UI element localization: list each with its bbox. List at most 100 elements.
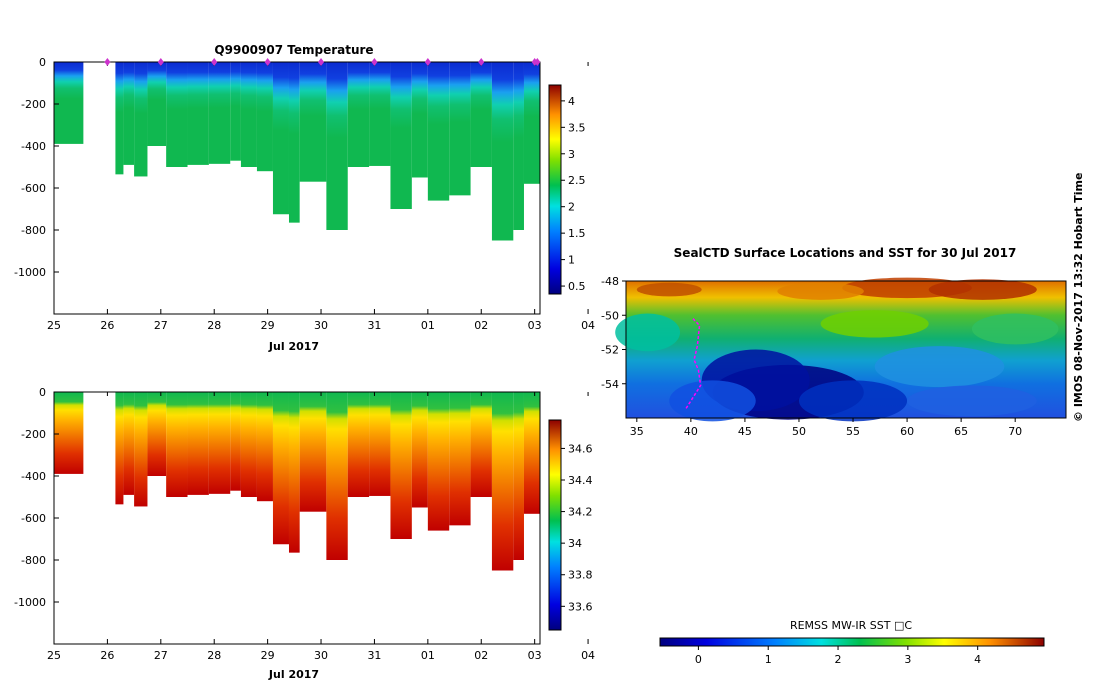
seal-track-line <box>684 318 702 410</box>
profile-column <box>427 62 450 201</box>
colorbar-tick-label: 0 <box>695 653 702 666</box>
profile-column <box>123 62 135 165</box>
x-tick-label: 45 <box>738 425 752 438</box>
temperature-colorbar-ticks: 0.5 1 1.5 2 2.5 3 3.5 4 <box>561 95 586 293</box>
profile-column <box>134 392 148 507</box>
x-tick-label: 04 <box>581 649 595 662</box>
y-tick-label: -800 <box>21 554 46 567</box>
y-tick-label: -600 <box>21 512 46 525</box>
profile-column <box>134 62 148 177</box>
y-tick-label: -52 <box>601 344 619 357</box>
x-tick-label: 01 <box>421 319 435 332</box>
sst-patch <box>636 282 702 297</box>
profile-column <box>369 62 391 166</box>
profile-column <box>326 392 348 560</box>
temperature-plot-area <box>54 62 540 241</box>
colorbar-tick-label: 34.4 <box>568 474 593 487</box>
profile-column <box>187 62 209 165</box>
profile-column <box>54 392 84 474</box>
profile-column <box>390 62 412 209</box>
profile-column <box>240 392 257 497</box>
profile-column <box>208 62 231 164</box>
colorbar-tick-label: 1 <box>765 653 772 666</box>
y-tick-label: -1000 <box>14 266 46 279</box>
colorbar-tick-label: 33.6 <box>568 600 593 613</box>
profile-column <box>166 62 188 167</box>
profile-marker <box>104 58 111 66</box>
temperature-panel: Q9900907 Temperature 25 26 27 28 29 30 31 01 02 0… <box>14 43 595 353</box>
colorbar-tick-label: 3 <box>568 148 575 161</box>
profile-column <box>411 62 428 178</box>
sst-colorbar <box>659 637 1045 647</box>
sst-patch <box>874 346 1005 388</box>
sst-patch <box>669 380 756 422</box>
y-tick-label: -200 <box>21 98 46 111</box>
x-tick-label: 30 <box>314 649 328 662</box>
y-tick-label: 0 <box>39 386 46 399</box>
colorbar-tick-label: 1.5 <box>568 227 586 240</box>
temperature-profile-markers <box>104 58 541 66</box>
colorbar-tick-label: 34.6 <box>568 442 593 455</box>
profile-column <box>513 392 524 560</box>
colorbar-tick-label: 34 <box>568 537 582 550</box>
profile-marker <box>211 58 218 66</box>
salinity-panel: 25 26 27 28 29 30 31 01 02 03 04 0 -200 -400 -600 -800… <box>14 386 595 681</box>
x-tick-label: 50 <box>792 425 806 438</box>
x-tick-label: 02 <box>474 649 488 662</box>
sst-patch <box>971 313 1059 345</box>
profile-column <box>54 62 84 144</box>
profile-column <box>390 392 412 539</box>
temperature-title: Q9900907 Temperature <box>214 43 373 57</box>
sst-patch <box>798 380 908 422</box>
salinity-plot-area <box>54 392 540 571</box>
profile-column <box>513 62 524 230</box>
x-tick-label: 02 <box>474 319 488 332</box>
colorbar-tick-label: 33.8 <box>568 569 593 582</box>
colorbar-tick-label: 0.5 <box>568 280 586 293</box>
sst-map-panel: SealCTD Surface Locations and SST for 30… <box>601 246 1067 666</box>
sst-patch <box>907 385 1037 417</box>
temperature-x-ticks: 25 26 27 28 29 30 31 01 02 03 04 <box>47 62 595 332</box>
x-tick-label: 03 <box>528 319 542 332</box>
y-tick-label: -600 <box>21 182 46 195</box>
y-tick-label: -48 <box>601 275 619 288</box>
profile-column <box>187 392 209 495</box>
x-tick-label: 29 <box>261 319 275 332</box>
salinity-x-ticks: 25 26 27 28 29 30 31 01 02 03 04 <box>47 392 595 662</box>
x-tick-label: 55 <box>846 425 860 438</box>
sst-colorbar-label: REMSS MW-IR SST □C <box>790 619 912 632</box>
salinity-colorbar <box>548 419 562 631</box>
profile-column <box>208 392 231 494</box>
profile-column <box>256 392 273 502</box>
profile-column <box>166 392 188 497</box>
sst-map-y-ticks: -48 -50 -52 -54 <box>601 275 626 391</box>
profile-column <box>470 392 492 497</box>
x-tick-label: 31 <box>367 319 381 332</box>
x-tick-label: 70 <box>1008 425 1022 438</box>
sst-map-x-ticks: 35 40 45 50 55 60 65 70 <box>630 418 1022 438</box>
profile-column <box>427 392 450 531</box>
x-tick-label: 28 <box>207 319 221 332</box>
x-tick-label: 40 <box>684 425 698 438</box>
profile-column <box>288 62 300 223</box>
x-tick-label: 27 <box>154 649 168 662</box>
colorbar-tick-label: 2 <box>835 653 842 666</box>
profile-marker <box>264 58 271 66</box>
profile-column <box>347 392 370 497</box>
x-tick-label: 25 <box>47 649 61 662</box>
profile-column <box>523 392 540 514</box>
colorbar-tick-label: 1 <box>568 254 575 267</box>
y-tick-label: -400 <box>21 470 46 483</box>
y-tick-label: -200 <box>21 428 46 441</box>
x-tick-label: 28 <box>207 649 221 662</box>
profile-marker <box>478 58 485 66</box>
profile-column <box>491 392 514 571</box>
x-tick-label: 65 <box>954 425 968 438</box>
salinity-y-ticks: 0 -200 -400 -600 -800 -1000 <box>14 386 59 609</box>
x-tick-label: 01 <box>421 649 435 662</box>
sst-patch <box>928 279 1037 300</box>
colorbar-tick-label: 4 <box>568 95 575 108</box>
x-tick-label: 35 <box>630 425 644 438</box>
colorbar-tick-label: 4 <box>974 653 981 666</box>
